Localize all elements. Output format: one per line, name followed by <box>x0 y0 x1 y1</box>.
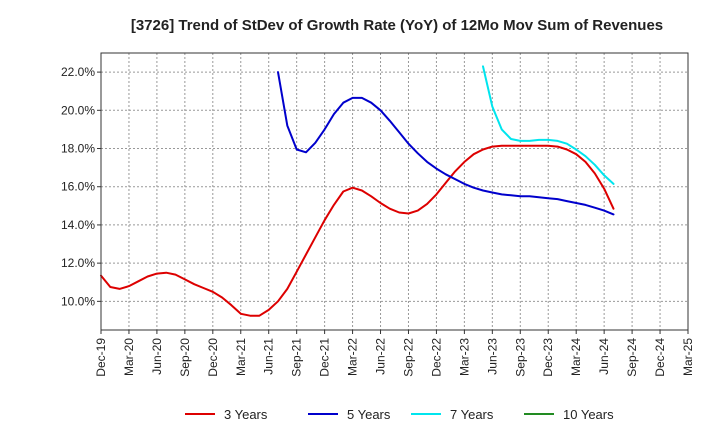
x-tick-label: Dec-23 <box>541 338 555 377</box>
x-tick-label: Sep-22 <box>401 338 415 377</box>
x-tick-label: Jun-22 <box>374 338 388 375</box>
y-tick-label: 22.0% <box>61 65 95 79</box>
y-tick-label: 12.0% <box>61 256 95 270</box>
x-tick-label: Dec-22 <box>429 338 443 377</box>
plot-frame <box>100 52 689 331</box>
x-tick-label: Mar-25 <box>681 338 695 376</box>
x-tick-label: Dec-21 <box>318 338 332 377</box>
series-line-7-years <box>482 65 615 185</box>
y-tick-label: 10.0% <box>61 294 95 308</box>
x-tick-label: Sep-21 <box>290 338 304 377</box>
x-tick-label: Sep-23 <box>513 338 527 377</box>
legend-label-7-years: 7 Years <box>450 407 494 422</box>
x-tick-label: Mar-22 <box>346 338 360 376</box>
y-tick-label: 20.0% <box>61 103 95 117</box>
legend-label-5-years: 5 Years <box>347 407 391 422</box>
series-line-5-years <box>277 71 615 216</box>
x-tick-label: Sep-24 <box>625 338 639 377</box>
x-tick-label: Jun-21 <box>262 338 276 375</box>
x-tick-label: Mar-20 <box>122 338 136 376</box>
x-tick-label: Dec-24 <box>653 338 667 377</box>
x-tick-label: Mar-23 <box>457 338 471 376</box>
grid <box>101 53 688 330</box>
legend: 3 Years 5 Years 7 Years 10 Years <box>185 407 614 422</box>
x-tick-label: Mar-21 <box>234 338 248 376</box>
x-tick-label: Jun-23 <box>485 338 499 375</box>
x-tick-label: Jun-20 <box>150 338 164 375</box>
y-tick-label: 14.0% <box>61 218 95 232</box>
y-tick-label: 18.0% <box>61 142 95 156</box>
y-axis: 10.0% 12.0% 14.0% 16.0% 18.0% 20.0% 22.0% <box>61 65 101 308</box>
series-line-3-years <box>100 144 615 317</box>
x-tick-label: Mar-24 <box>569 338 583 376</box>
legend-label-3-years: 3 Years <box>224 407 268 422</box>
x-tick-label: Jun-24 <box>597 338 611 375</box>
y-tick-label: 16.0% <box>61 180 95 194</box>
legend-label-10-years: 10 Years <box>563 407 614 422</box>
x-tick-label: Sep-20 <box>178 338 192 377</box>
x-axis: Dec-19 Mar-20 Jun-20 Sep-20 Dec-20 Mar-21 Jun-… <box>94 330 695 377</box>
x-tick-label: Dec-20 <box>206 338 220 377</box>
x-tick-label: Dec-19 <box>94 338 108 377</box>
chart-title: [3726] Trend of StDev of Growth Rate (Yo… <box>131 17 663 34</box>
series-layer <box>100 65 615 317</box>
